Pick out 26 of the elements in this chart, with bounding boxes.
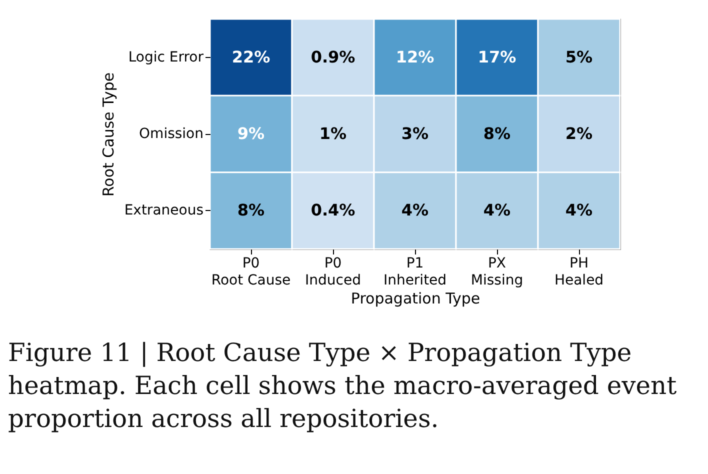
x-tick-label: PH Healed xyxy=(554,256,604,288)
data-label: 5% xyxy=(565,47,593,66)
y-tick-label: Logic Error xyxy=(128,49,204,66)
data-label: 22% xyxy=(232,47,270,66)
x-axis-title: Propagation Type xyxy=(350,290,480,308)
x-tick-label: P0 Induced xyxy=(305,256,361,288)
data-label: 1% xyxy=(319,124,347,143)
data-label: 9% xyxy=(237,124,265,143)
data-label: 8% xyxy=(483,124,511,143)
data-label: 17% xyxy=(478,47,516,66)
data-label: 12% xyxy=(396,47,434,66)
y-tick-label: Omission xyxy=(139,126,204,142)
data-label: 4% xyxy=(401,200,429,220)
data-label: 8% xyxy=(237,200,265,220)
data-label: 0.9% xyxy=(310,47,356,66)
y-axis-title: Root Cause Type xyxy=(99,72,118,197)
data-label: 3% xyxy=(401,124,429,143)
data-label: 4% xyxy=(483,200,511,220)
x-tick-label: P0 Root Cause xyxy=(211,256,291,288)
data-label: 0.4% xyxy=(310,200,356,220)
x-tick-label: PX Missing xyxy=(470,256,524,288)
x-tick-label: P1 Inherited xyxy=(383,256,447,288)
data-label: 4% xyxy=(565,200,593,220)
data-label: 2% xyxy=(565,124,593,143)
y-tick-label: Extraneous xyxy=(124,202,204,219)
caption: Figure 11 | Root Cause Type × Propagation Type heatmap. Each cell shows the macro-averaged event proportion across all repositories. xyxy=(8,337,678,435)
